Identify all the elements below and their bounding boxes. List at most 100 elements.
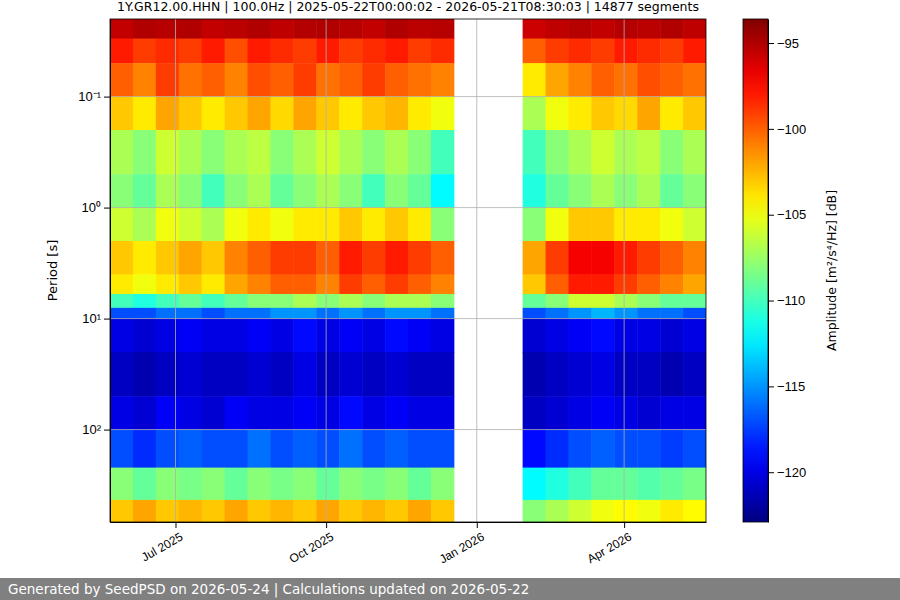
heatmap-cell xyxy=(362,274,385,294)
heatmap-cell xyxy=(385,319,408,353)
heatmap-cell xyxy=(568,352,591,397)
heatmap-cell xyxy=(408,396,431,430)
heatmap-cell xyxy=(270,63,293,97)
heatmap-cell xyxy=(362,308,385,319)
heatmap-cell xyxy=(248,308,271,319)
heatmap-cell xyxy=(293,352,316,397)
heatmap-cell xyxy=(248,130,271,175)
heatmap-cell xyxy=(660,294,683,308)
heatmap-cell xyxy=(225,274,248,294)
heatmap-cell xyxy=(431,430,454,469)
heatmap-cell xyxy=(225,174,248,208)
heatmap-cell xyxy=(546,468,569,501)
heatmap-cell xyxy=(179,19,202,39)
heatmap-cell xyxy=(385,19,408,39)
heatmap-cell xyxy=(248,396,271,430)
heatmap-cell xyxy=(523,241,546,275)
heatmap-cell xyxy=(179,208,202,242)
heatmap-cell xyxy=(614,97,637,131)
heatmap-cell xyxy=(660,19,683,39)
heatmap-cell xyxy=(614,308,637,319)
heatmap-cell xyxy=(385,63,408,97)
colorbar-title: Amplitude [m²/s⁴/Hz] [dB] xyxy=(824,190,839,351)
heatmap-cell xyxy=(614,468,637,501)
heatmap-cell xyxy=(202,319,225,353)
heatmap-cell xyxy=(293,430,316,469)
heatmap-cell xyxy=(523,63,546,97)
y-axis-title: Period [s] xyxy=(45,240,60,302)
heatmap-cell xyxy=(133,174,156,208)
heatmap-cell xyxy=(408,274,431,294)
tick: Apr 2026 xyxy=(585,522,634,566)
heatmap-cell xyxy=(225,19,248,39)
heatmap-cell xyxy=(248,352,271,397)
heatmap-cell xyxy=(110,500,133,522)
heatmap-cell xyxy=(523,319,546,353)
heatmap-cell xyxy=(660,208,683,242)
heatmap-cell xyxy=(591,430,614,469)
tick-label: Apr 2026 xyxy=(585,529,634,566)
heatmap-cell xyxy=(408,174,431,208)
tick-mark xyxy=(768,129,774,130)
heatmap-cell xyxy=(591,352,614,397)
heatmap-cell xyxy=(293,241,316,275)
heatmap-cell xyxy=(591,396,614,430)
heatmap-cell xyxy=(385,352,408,397)
heatmap-cell xyxy=(546,19,569,39)
heatmap-cell xyxy=(316,241,339,275)
heatmap-cell xyxy=(339,319,362,353)
tick-mark xyxy=(768,301,774,302)
heatmap-cell xyxy=(637,319,660,353)
heatmap-cell xyxy=(316,130,339,175)
tick: −110 xyxy=(768,293,805,308)
heatmap-cell xyxy=(408,241,431,275)
heatmap-cell xyxy=(568,174,591,208)
heatmap-cell xyxy=(133,97,156,131)
heatmap-cell xyxy=(179,274,202,294)
heatmap-cell xyxy=(225,430,248,469)
heatmap-cell xyxy=(546,294,569,308)
heatmap-cell xyxy=(408,63,431,97)
heatmap-cell xyxy=(523,308,546,319)
heatmap-cell xyxy=(179,308,202,319)
heatmap-cell xyxy=(133,63,156,97)
heatmap-cell xyxy=(316,174,339,208)
heatmap-cell xyxy=(660,63,683,97)
heatmap-cell xyxy=(293,396,316,430)
tick-label: 10⁻¹ xyxy=(78,89,101,104)
tick-mark xyxy=(104,97,110,98)
heatmap-cell xyxy=(110,308,133,319)
heatmap-cell xyxy=(523,396,546,430)
heatmap-cell xyxy=(637,396,660,430)
heatmap-cell xyxy=(179,174,202,208)
plot-frame xyxy=(110,19,706,522)
heatmap-cell xyxy=(179,430,202,469)
heatmap-cell xyxy=(546,97,569,131)
heatmap-cell xyxy=(110,468,133,501)
heatmap-cell xyxy=(293,294,316,308)
heatmap-cell xyxy=(339,396,362,430)
heatmap-cell xyxy=(431,352,454,397)
heatmap-cell xyxy=(339,208,362,242)
heatmap-cell xyxy=(431,468,454,501)
heatmap-cell xyxy=(133,352,156,397)
heatmap-cells xyxy=(110,19,706,522)
heatmap-cell xyxy=(339,294,362,308)
heatmap-cell xyxy=(568,241,591,275)
heatmap-cell xyxy=(614,63,637,97)
heatmap-cell xyxy=(660,468,683,501)
heatmap-cell xyxy=(110,241,133,275)
heatmap-cell xyxy=(202,174,225,208)
heatmap-cell xyxy=(546,430,569,469)
heatmap-cell xyxy=(179,468,202,501)
heatmap-cell xyxy=(202,468,225,501)
heatmap-cell xyxy=(568,308,591,319)
title: 1Y.GR12.00.HHN | 100.0Hz | 2025-05-22T00… xyxy=(117,0,699,14)
heatmap-cell xyxy=(683,63,706,97)
heatmap-cell xyxy=(202,500,225,522)
heatmap-cell xyxy=(110,352,133,397)
tick-mark xyxy=(175,522,176,528)
heatmap-cell xyxy=(568,294,591,308)
heatmap-cell xyxy=(270,130,293,175)
heatmap-cell xyxy=(614,208,637,242)
